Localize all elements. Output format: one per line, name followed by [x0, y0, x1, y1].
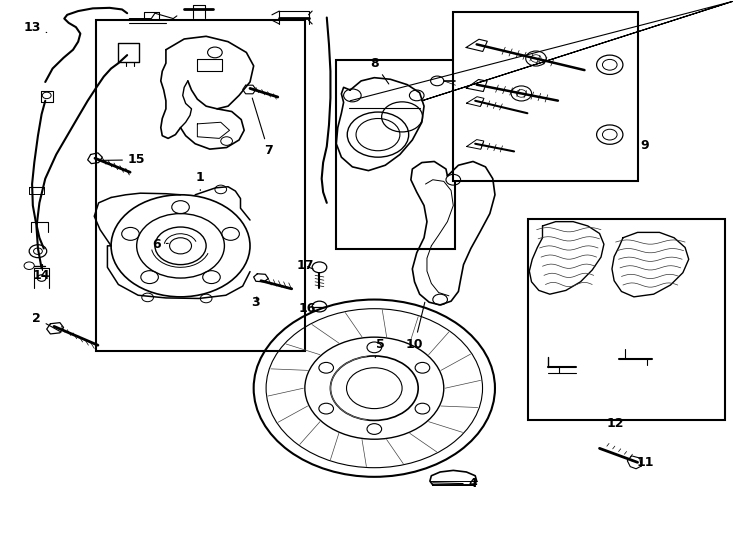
Bar — [454, 12, 638, 181]
Text: 9: 9 — [641, 139, 649, 152]
Text: 3: 3 — [252, 296, 260, 309]
Text: 17: 17 — [296, 259, 313, 272]
Text: 13: 13 — [23, 21, 47, 33]
Text: 6: 6 — [152, 238, 168, 251]
Text: 7: 7 — [252, 98, 272, 157]
Text: 16: 16 — [298, 302, 316, 315]
Text: 1: 1 — [196, 171, 205, 191]
Bar — [336, 60, 455, 248]
Bar — [96, 20, 305, 350]
Text: 11: 11 — [632, 456, 653, 469]
Text: 2: 2 — [32, 312, 61, 332]
Bar — [528, 219, 725, 421]
Text: 4: 4 — [432, 477, 477, 490]
Text: 12: 12 — [607, 416, 625, 430]
Text: 5: 5 — [375, 338, 385, 357]
Text: 10: 10 — [406, 302, 425, 350]
Text: 15: 15 — [102, 153, 145, 166]
Text: 8: 8 — [370, 57, 389, 84]
Text: 14: 14 — [33, 269, 51, 282]
